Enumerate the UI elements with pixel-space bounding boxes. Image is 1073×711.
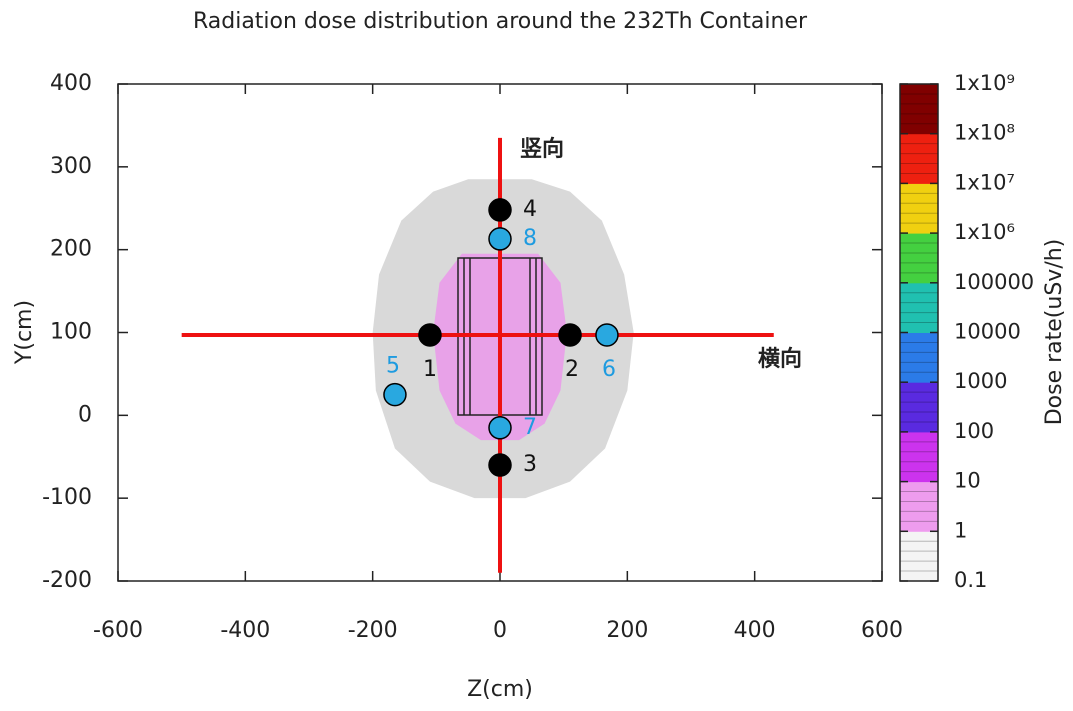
colorbar-band — [900, 84, 938, 135]
point-label: 4 — [523, 197, 537, 222]
y-tick-label: 400 — [50, 71, 92, 96]
point — [488, 453, 512, 477]
y-tick-label: -100 — [42, 485, 92, 510]
x-tick-label: 200 — [606, 618, 648, 643]
y-tick-label: 300 — [50, 154, 92, 179]
colorbar-band — [900, 133, 938, 184]
colorbar-tick-label: 0.1 — [954, 568, 987, 592]
point — [488, 198, 512, 222]
point-label: 1 — [423, 357, 437, 382]
point-label: 8 — [523, 226, 537, 251]
point-label: 3 — [523, 452, 537, 477]
colorbar-tick-label: 10 — [954, 469, 981, 493]
colorbar-tick-label: 1x10⁷ — [954, 170, 1015, 194]
point — [383, 382, 407, 407]
colorbar-tick-label: 100 — [954, 419, 994, 443]
colorbar-band — [900, 183, 938, 234]
x-tick-label: 400 — [734, 618, 776, 643]
y-tick-label: 100 — [50, 320, 92, 345]
point-label: 7 — [523, 415, 537, 440]
colorbar-tick-label: 100000 — [954, 270, 1034, 294]
colorbar-tick-label: 1x10⁸ — [954, 121, 1015, 145]
point — [418, 323, 442, 347]
x-tick-label: -400 — [220, 618, 270, 643]
point-label: 6 — [602, 357, 616, 382]
y-axis-label: Y(cm) — [12, 300, 37, 365]
y-tick-label: 0 — [78, 402, 92, 427]
point — [558, 323, 582, 347]
point — [488, 227, 512, 251]
colorbar-tick-label: 1000 — [954, 369, 1007, 393]
x-tick-label: -200 — [348, 618, 398, 643]
colorbar-band — [900, 233, 938, 284]
x-tick-label: 600 — [861, 618, 903, 643]
colorbar-band — [900, 531, 938, 582]
colorbar-band — [900, 382, 938, 433]
point-label: 5 — [386, 354, 400, 379]
point-label: 2 — [565, 357, 579, 382]
colorbar-band — [900, 481, 938, 532]
colorbar-tick-label: 1 — [954, 518, 967, 542]
colorbar-tick-label: 1x10⁶ — [954, 220, 1015, 244]
colorbar-band — [900, 431, 938, 483]
colorbar-band — [900, 332, 938, 383]
annotation: 竖向 — [520, 136, 564, 162]
point — [488, 416, 512, 440]
y-tick-label: -200 — [42, 568, 92, 593]
colorbar-band — [900, 282, 938, 333]
chart-title: Radiation dose distribution around the 2… — [193, 9, 808, 34]
y-tick-label: 200 — [50, 237, 92, 262]
x-tick-label: 0 — [493, 618, 507, 643]
x-tick-label: -600 — [93, 618, 143, 643]
heatmap — [372, 179, 634, 499]
point — [595, 323, 619, 347]
colorbar-tick-label: 1x10⁹ — [954, 71, 1015, 95]
colorbar-label: Dose rate(uSv/h) — [1042, 239, 1067, 426]
x-axis-label: Z(cm) — [467, 677, 533, 702]
colorbar-tick-label: 10000 — [954, 320, 1021, 344]
annotation: 横向 — [758, 346, 802, 372]
